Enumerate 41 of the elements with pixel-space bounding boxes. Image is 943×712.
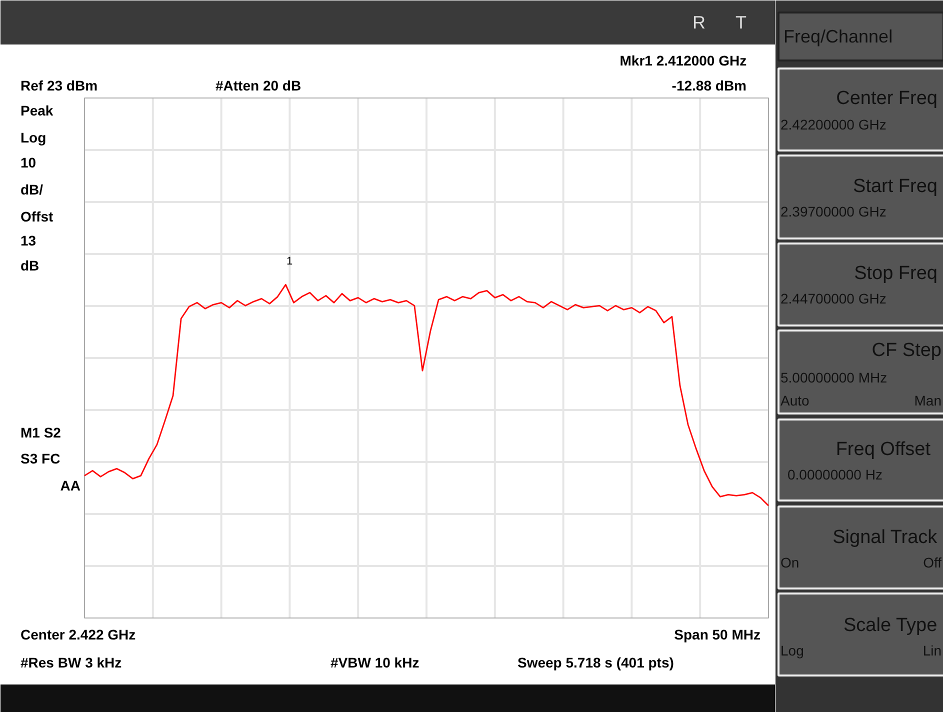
text: 2.44700000 GHz [780,290,886,306]
text: Center Freq [836,88,938,109]
text: Peak [20,102,54,118]
text: Scale Type [844,615,938,636]
text: -12.88 dBm [672,78,747,94]
text: Freq/Channel [784,26,893,46]
text: 13 [20,232,36,248]
text: 5.00000000 MHz [780,370,888,386]
text: #Atten 20 dB [216,78,302,94]
text: Span 50 MHz [674,626,761,642]
text: Signal Track [832,527,938,548]
text: Ref 23 dBm [20,78,98,94]
text: R [692,12,706,32]
text: Offst [20,208,54,224]
text: Center 2.422 GHz [20,626,136,642]
text: Auto [780,392,810,408]
text: On [780,554,800,570]
text: M1 S2 [20,424,62,440]
text: dB/ [20,182,44,198]
text: Off [923,554,942,570]
text: AA [60,478,81,494]
text: dB [20,258,40,274]
text: 0.00000000 Hz [788,466,882,482]
text: Sweep 5.718 s (401 pts) [518,654,674,670]
text: Mkr1 2.412000 GHz [620,52,747,68]
text: T [736,12,746,32]
text: #Res BW 3 kHz [20,654,122,670]
text: #VBW 10 kHz [330,654,420,670]
text: Man [914,392,942,408]
text: S3 FC [20,450,60,466]
text: CF Step [872,340,942,361]
text: Log [780,642,804,658]
text: Freq Offset [836,439,932,460]
text: 1 [286,256,293,268]
text: Lin [922,642,942,658]
text: 2.39700000 GHz [780,204,886,220]
text: 10 [20,154,36,170]
text: Log [20,130,46,146]
text: Stop Freq [854,263,938,284]
text: Start Freq [853,176,938,197]
text: 2.42200000 GHz [780,116,886,132]
